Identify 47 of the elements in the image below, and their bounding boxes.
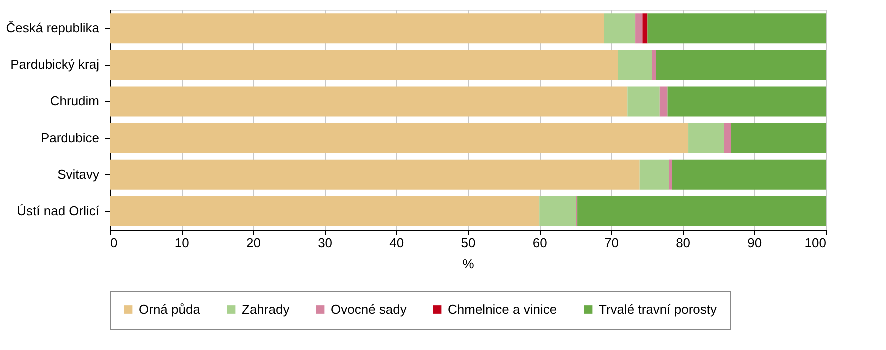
x-axis-title: % [462, 256, 475, 272]
bar [669, 160, 672, 190]
x-tick-label: 50 [461, 236, 476, 250]
y-tick-label: Chrudim [50, 94, 100, 109]
x-tick-label: 40 [390, 236, 404, 250]
x-tick-label: 0 [110, 236, 118, 250]
y-tick-label: Pardubice [40, 130, 100, 146]
x-tick-label: 70 [604, 236, 619, 250]
bar [110, 14, 604, 44]
x-tick-label: 10 [174, 236, 190, 250]
bar [672, 160, 826, 190]
bar [688, 123, 724, 154]
y-tick-label: Pardubický kraj [10, 57, 100, 72]
bar [648, 14, 826, 44]
x-tick-label: 100 [804, 236, 826, 250]
legend-label: Trvalé travní porosty [599, 302, 718, 317]
x-tick-label: 90 [748, 236, 762, 250]
bar [618, 50, 652, 80]
bar [731, 123, 826, 154]
bar [642, 14, 648, 44]
x-tick-label: 20 [246, 236, 261, 250]
bar [110, 196, 540, 226]
bar [660, 86, 668, 117]
legend-label: Orná půda [139, 302, 202, 317]
y-tick-label: Svitavy [58, 166, 100, 182]
bar [110, 123, 689, 154]
bar [540, 196, 576, 226]
bar [110, 160, 640, 190]
bar [636, 14, 643, 44]
bar [652, 50, 656, 80]
legend-label: Chmelnice a vinice [448, 302, 558, 317]
bar [628, 86, 660, 117]
legend-label: Ovocné sady [331, 302, 408, 317]
bar [668, 86, 826, 117]
legend-label: Zahrady [242, 302, 290, 317]
bar [640, 160, 670, 190]
bar [110, 86, 628, 117]
bar [578, 196, 826, 226]
bar [604, 14, 636, 44]
x-tick-label: 60 [532, 236, 548, 250]
bar [656, 50, 826, 80]
bar [724, 123, 732, 154]
bar [110, 50, 618, 80]
y-tick-label: Ústí nad Orlicí [17, 203, 100, 218]
x-tick-label: 80 [676, 236, 691, 250]
y-tick-label: Česká republika [6, 20, 100, 36]
x-tick-label: 30 [318, 236, 333, 250]
